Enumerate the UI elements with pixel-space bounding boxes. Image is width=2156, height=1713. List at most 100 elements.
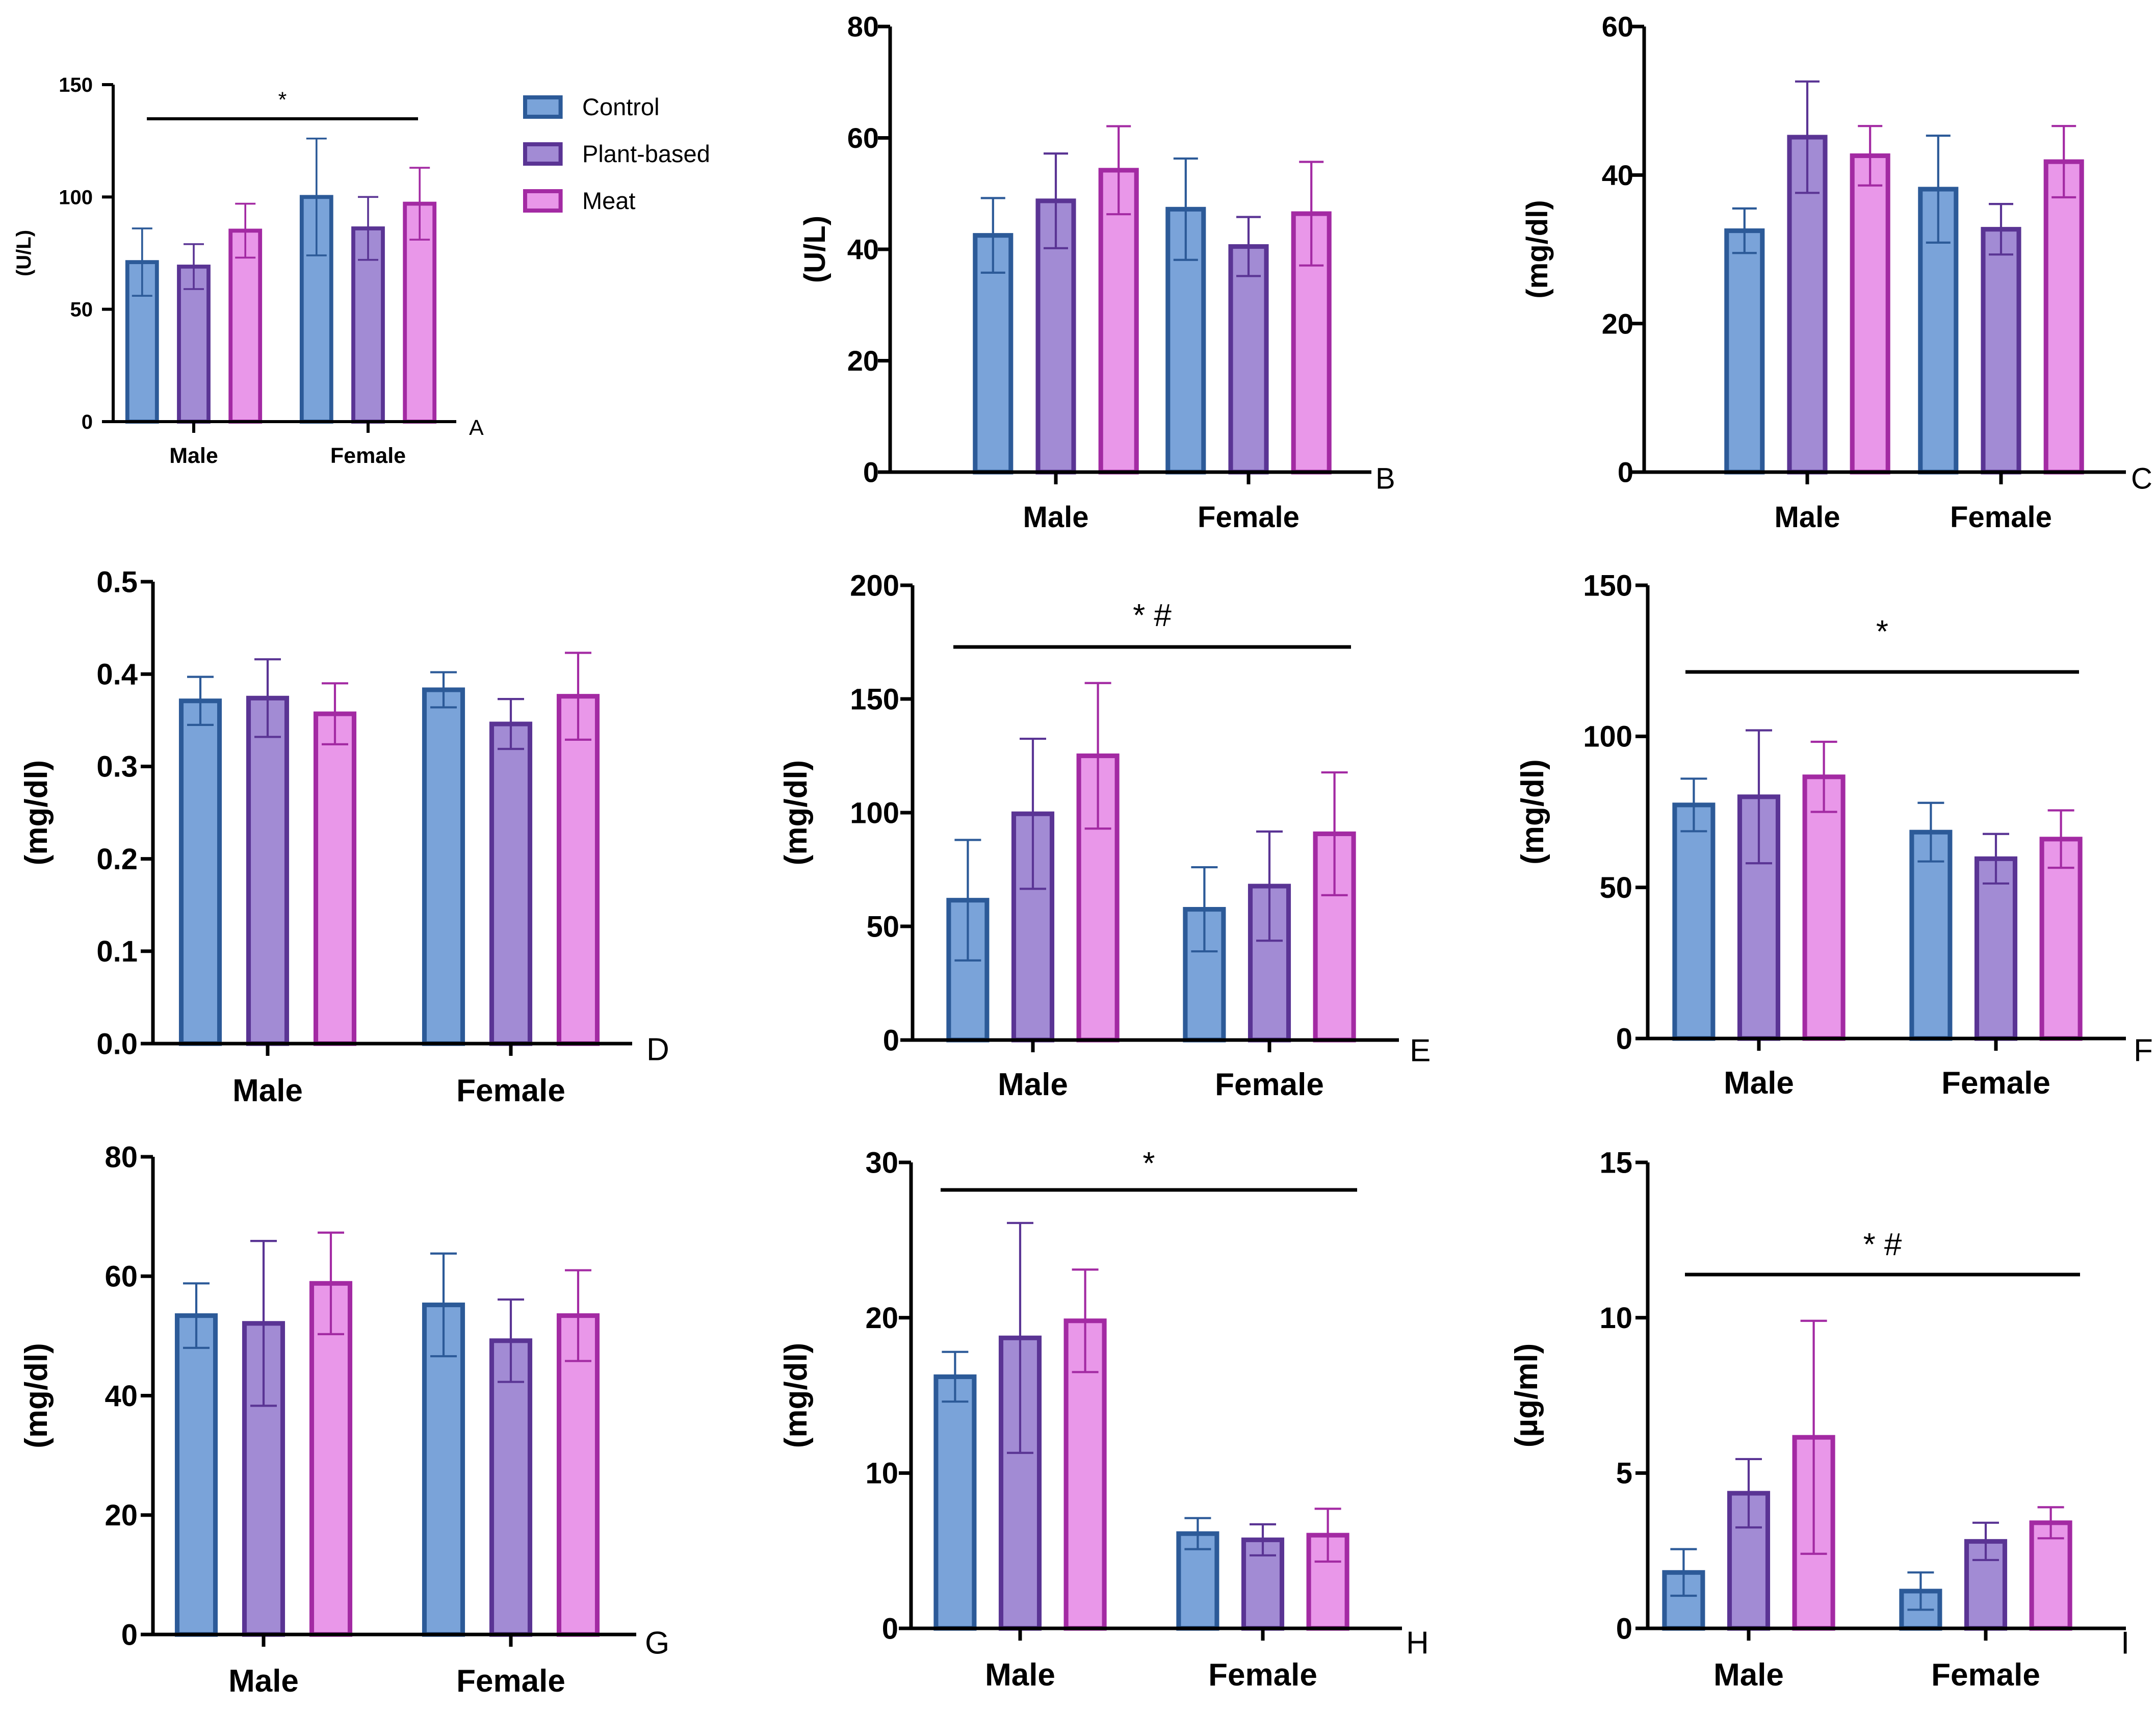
y-tick-label: 0 xyxy=(882,1612,898,1645)
bar-female-meat xyxy=(2039,837,2083,1041)
bar-female-meat xyxy=(1306,1533,1349,1631)
y-tick-label: 0 xyxy=(121,1618,138,1651)
y-tick-label: 40 xyxy=(105,1380,138,1413)
significance-marker: * # xyxy=(1133,598,1172,633)
panel-g: Male Female 0 20 40 60 80 (mg/dl) G xyxy=(19,1140,669,1699)
significance-marker: * xyxy=(1876,614,1888,650)
y-tick-label: 100 xyxy=(1583,720,1632,754)
bar-male-meat xyxy=(1850,153,1890,475)
y-tick-label: 100 xyxy=(850,796,899,829)
y-tick-label: 0 xyxy=(1618,456,1633,488)
panel-letter: F xyxy=(2134,1033,2153,1069)
y-axis-title: (U/L) xyxy=(13,230,35,276)
y-tick-label: 0.2 xyxy=(96,843,138,876)
panel-letter: B xyxy=(1375,462,1395,495)
panel-letter: E xyxy=(1410,1033,1431,1069)
bar-male-meat xyxy=(1802,774,1846,1041)
panel-letter: C xyxy=(2131,462,2152,495)
bar-female-plant-based xyxy=(1981,227,2021,475)
bar-male-control xyxy=(973,233,1014,475)
x-tick-label-female: Female xyxy=(1208,1657,1317,1693)
x-tick-label-male: Male xyxy=(985,1657,1055,1693)
y-tick-label: 0.3 xyxy=(96,750,138,784)
bar-male-control xyxy=(933,1374,977,1631)
panel-b: Male Female 0 20 40 60 80 (U/L) B xyxy=(798,11,1395,534)
panel-h: Male Female 0 10 20 30 (mg/dl) H * xyxy=(778,1146,1429,1693)
bar-female-plant-based xyxy=(1974,856,2018,1041)
bar-male-control xyxy=(178,698,222,1046)
bar-male-control xyxy=(174,1313,218,1637)
bar-male-control xyxy=(1724,228,1765,475)
y-tick-label: 80 xyxy=(847,11,879,43)
legend-label-meat: Meat xyxy=(582,187,636,214)
x-tick-label-female: Female xyxy=(1931,1657,2040,1693)
legend: Control Plant-based Meat xyxy=(523,93,710,214)
bar-male-control xyxy=(1672,802,1716,1041)
x-tick-label-female: Female xyxy=(456,1073,565,1108)
legend-swatch-control xyxy=(523,95,563,119)
y-axis-title: (mg/dl) xyxy=(19,1343,54,1448)
y-tick-label: 20 xyxy=(865,1302,898,1335)
bar-female-control xyxy=(1909,829,1953,1041)
y-axis-title: (mg/dl) xyxy=(1515,759,1550,865)
panel-f: Male Female 0 50 100 150 (mg/dl) F * xyxy=(1515,569,2153,1101)
y-tick-label: 20 xyxy=(847,345,879,377)
y-tick-label: 150 xyxy=(850,683,899,716)
bar-female-control xyxy=(422,687,465,1046)
y-tick-label: 20 xyxy=(105,1499,138,1532)
y-tick-label: 0.5 xyxy=(96,565,138,599)
panel-letter: H xyxy=(1406,1626,1429,1661)
y-tick-label: 15 xyxy=(1599,1146,1632,1179)
y-tick-label: 5 xyxy=(1616,1457,1632,1490)
bar-female-meat xyxy=(2043,159,2084,475)
y-tick-label: 0 xyxy=(1616,1612,1632,1645)
legend-swatch-meat xyxy=(523,189,563,213)
x-tick-label-male: Male xyxy=(1775,501,1840,534)
significance-marker: * xyxy=(1142,1146,1155,1181)
y-tick-label: 10 xyxy=(1599,1302,1632,1335)
y-tick-label: 150 xyxy=(1583,569,1632,602)
bar-male-meat xyxy=(1098,168,1139,475)
panel-c: Male Female 0 20 40 60 (mg/dl) C xyxy=(1521,11,2152,534)
y-tick-label: 0 xyxy=(883,1024,899,1057)
legend-label-plant-based: Plant-based xyxy=(582,140,710,167)
x-tick-label-female: Female xyxy=(456,1664,565,1699)
x-tick-label-male: Male xyxy=(998,1067,1068,1102)
panel-i: Male Female 0 5 10 15 (µg/ml) I * # xyxy=(1509,1146,2129,1693)
bar-male-meat xyxy=(309,1281,353,1637)
panel-letter: A xyxy=(469,416,484,440)
y-tick-label: 0.4 xyxy=(96,658,138,691)
y-tick-label: 30 xyxy=(865,1146,898,1179)
panel-letter: D xyxy=(646,1032,669,1068)
y-tick-label: 0 xyxy=(1616,1022,1632,1055)
y-tick-label: 0.0 xyxy=(96,1027,138,1060)
bar-female-plant-based xyxy=(489,1338,533,1637)
y-axis-title: (mg/dl) xyxy=(19,760,54,866)
x-tick-label-female: Female xyxy=(1215,1067,1324,1102)
panel-letter: I xyxy=(2121,1626,2129,1661)
y-axis-title: (U/L) xyxy=(798,216,832,283)
y-tick-label: 60 xyxy=(847,122,879,154)
y-axis-title: (µg/ml) xyxy=(1509,1343,1544,1447)
x-tick-label-male: Male xyxy=(228,1664,299,1699)
y-tick-label: 0 xyxy=(863,456,879,488)
y-tick-label: 60 xyxy=(105,1260,138,1293)
x-tick-label-male: Male xyxy=(1023,501,1089,534)
y-tick-label: 0 xyxy=(82,411,93,433)
x-tick-label-female: Female xyxy=(330,444,406,468)
x-tick-label-male: Male xyxy=(169,444,218,468)
x-tick-label-female: Female xyxy=(1950,501,2052,534)
significance-marker: * xyxy=(278,88,287,112)
bar-male-meat xyxy=(313,711,357,1046)
bar-female-plant-based xyxy=(1228,244,1269,475)
bar-female-meat xyxy=(556,694,600,1046)
y-axis-title: (mg/dl) xyxy=(778,1343,814,1448)
y-tick-label: 40 xyxy=(847,233,879,266)
legend-swatch-plant-based xyxy=(523,142,563,166)
y-tick-label: 0.1 xyxy=(96,935,138,968)
y-tick-label: 50 xyxy=(1599,871,1632,904)
x-tick-label-male: Male xyxy=(232,1073,303,1108)
bar-male-meat xyxy=(228,228,263,424)
panel-a: Male Female 0 50 100 150 (U/L) A * xyxy=(13,74,484,468)
